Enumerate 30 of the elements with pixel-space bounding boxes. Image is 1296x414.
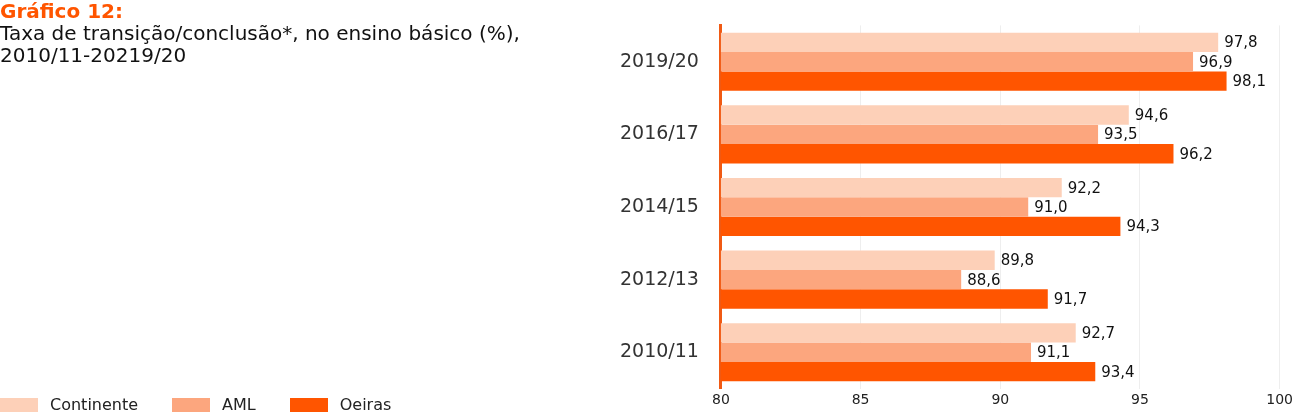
legend-label: Oeiras — [339, 395, 392, 414]
data-label: 91,0 — [1034, 197, 1068, 216]
legend-label: Continente — [50, 395, 139, 414]
data-label: 96,9 — [1199, 52, 1233, 71]
data-label: 94,6 — [1134, 105, 1169, 124]
x-tick-label: 100 — [1266, 390, 1294, 407]
y-tick-label: 2019/20 — [619, 48, 699, 71]
data-label: 94,3 — [1126, 217, 1160, 236]
y-tick-label: 2016/17 — [619, 121, 699, 144]
legend-label: AML — [222, 395, 256, 414]
x-tick-label: 95 — [1131, 390, 1149, 407]
y-tick-label: 2010/11 — [619, 339, 699, 362]
data-label: 91,7 — [1053, 289, 1088, 308]
data-label: 96,2 — [1179, 144, 1213, 163]
text: Taxa de transição/conclusão*, no ensino básico (%), 2010/11-20219/20 — [0, 21, 521, 67]
data-label: 89,8 — [1000, 251, 1035, 270]
y-tick-label: 2014/15 — [619, 193, 699, 216]
data-label: 92,2 — [1067, 178, 1102, 197]
data-label: 91,1 — [1037, 343, 1071, 362]
data-label: 92,7 — [1081, 323, 1116, 342]
y-tick-label: 2012/13 — [619, 266, 699, 289]
x-tick-label: 85 — [851, 390, 870, 407]
data-label: 93,4 — [1101, 362, 1135, 381]
data-label: 98,1 — [1232, 71, 1266, 90]
x-tick-label: 90 — [991, 390, 1010, 407]
x-tick-label: 80 — [712, 390, 730, 407]
text: Gráfico 12: — [0, 0, 124, 23]
data-label: 97,8 — [1224, 33, 1258, 52]
data-label: 93,5 — [1104, 125, 1138, 144]
data-label: 88,6 — [967, 270, 1001, 289]
